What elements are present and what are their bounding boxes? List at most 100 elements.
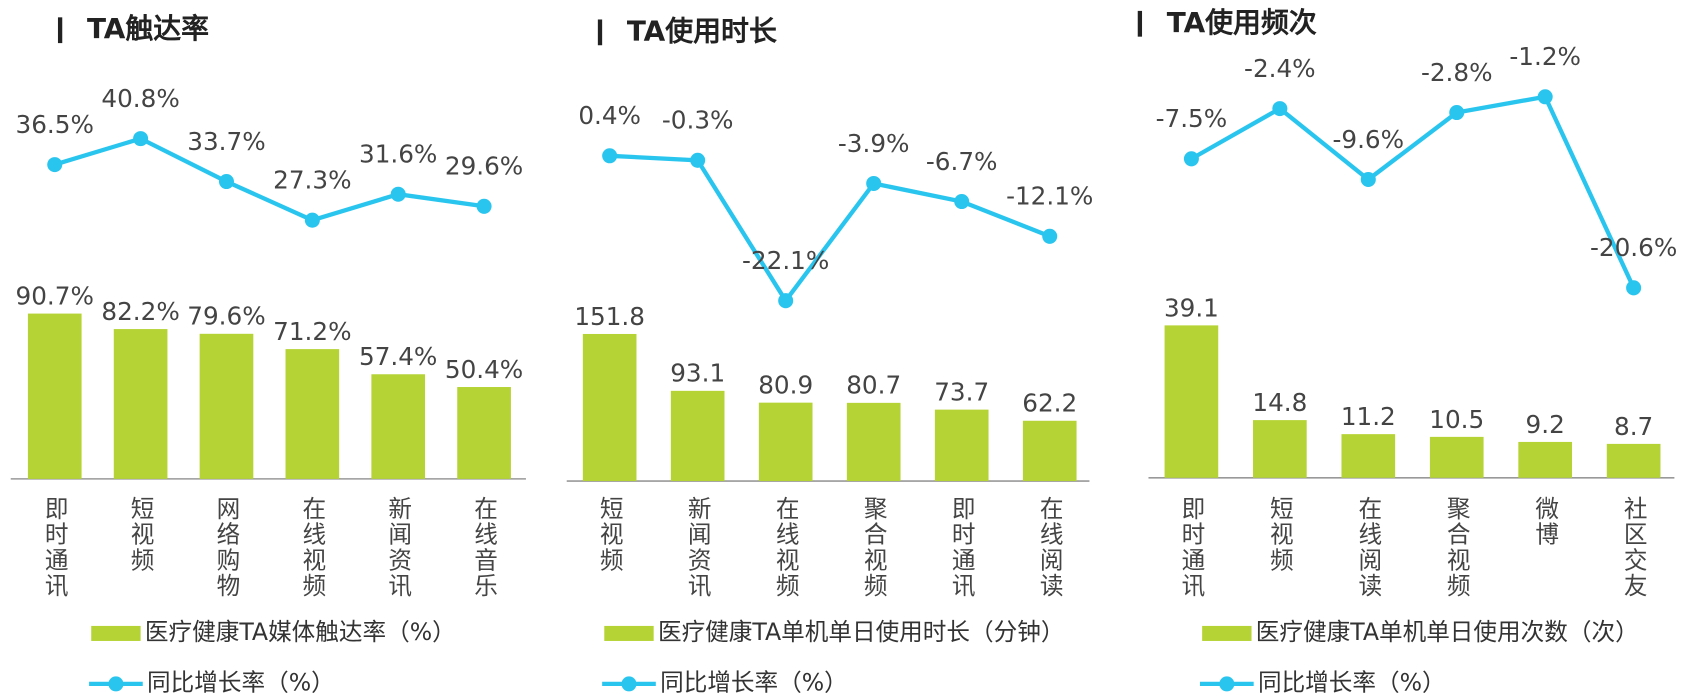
bar-value-label: 71.2% [273,317,351,346]
category-label: 短视频 [127,496,155,574]
legend-label: 医疗健康TA单机单日使用时长（分钟） [658,618,1064,646]
category-label: 聚合视频 [1443,496,1471,599]
line-point [47,157,63,173]
line-value-label: -9.6% [1332,125,1404,154]
bar-value-label: 57.4% [359,342,437,371]
bar [457,387,511,479]
line-value-label: -22.1% [742,246,829,275]
line-point [133,131,149,147]
bar-value-label: 10.5 [1429,405,1484,434]
line-value-label: -20.6% [1590,233,1677,262]
line-value-label: 40.8% [101,84,179,113]
bar-value-label: 62.2 [1022,389,1077,418]
category-label: 新闻资讯 [684,496,712,599]
category-label: 在线阅读 [1036,496,1064,599]
line-point [476,198,492,214]
line-point [1042,228,1058,244]
category-label: 短视频 [1266,496,1294,574]
bar-value-label: 151.8 [574,302,645,331]
chart-title: TA使用时长 [627,14,777,47]
category-label: 在线视频 [772,496,800,599]
title-marker [57,17,63,44]
line-point [602,148,618,164]
bar [582,333,637,482]
bar-value-label: 50.4% [445,355,523,384]
line-point [866,175,882,192]
title-marker [597,19,603,46]
line-value-label: 29.6% [445,152,523,181]
legend-marker [108,676,124,692]
bar [1022,420,1077,482]
category-label: 即时通讯 [41,496,69,599]
bar [670,390,725,482]
legend-marker [1219,676,1235,692]
line-value-label: 36.5% [16,110,94,139]
category-label: 社区交友 [1620,496,1648,599]
bar-value-label: 73.7 [934,378,989,407]
bar-value-label: 39.1 [1164,293,1219,322]
legend-label: 同比增长率（%） [147,668,335,696]
bar [758,402,813,482]
category-label: 短视频 [596,496,624,574]
line-point [1537,89,1553,105]
category-label: 聚合视频 [860,496,888,599]
line-value-label: 27.3% [273,166,351,195]
line-value-label: -3.9% [838,129,910,158]
bar [934,409,989,482]
legend-swatch [604,625,654,641]
category-label: 在线视频 [298,496,326,599]
bar [285,349,340,479]
line [1190,94,1636,289]
legend-marker [621,676,637,692]
category-label: 即时通讯 [948,496,976,599]
category-label: 在线音乐 [470,496,498,599]
line-point [304,212,320,228]
line [609,153,1051,305]
bar-value-label: 14.8 [1252,388,1307,417]
line-point [1183,151,1199,167]
bar [1518,441,1573,478]
line-value-label: 33.7% [187,127,265,156]
line [54,136,485,223]
legend-swatch [91,625,141,641]
line-value-label: -12.1% [1006,182,1093,211]
legend-label: 医疗健康TA媒体触达率（%） [145,618,456,646]
bar-value-label: 8.7 [1614,412,1653,441]
title-marker [1137,10,1143,37]
bar [1606,443,1661,478]
chart-title: TA使用频次 [1167,6,1317,39]
bar [371,374,426,479]
line-point [690,152,706,168]
line-point [1449,105,1465,121]
chart-title: TA触达率 [87,12,209,45]
category-label: 即时通讯 [1177,496,1205,599]
bar-value-label: 11.2 [1341,402,1396,431]
legend-label: 医疗健康TA单机单日使用次数（次） [1256,618,1639,646]
category-label: 新闻资讯 [384,496,412,599]
bar [1253,420,1307,478]
legend-label: 同比增长率（%） [660,668,848,696]
bar-value-label: 93.1 [670,359,725,388]
bar [846,402,901,482]
line-point [1360,171,1376,188]
bar-value-label: 90.7% [16,281,94,310]
line-value-label: -7.5% [1156,104,1228,133]
legend-label: 同比增长率（%） [1258,668,1446,696]
line-point [390,186,406,202]
line-value-label: -6.7% [926,147,998,176]
bar [1429,436,1484,478]
line-value-label: 0.4% [578,101,641,130]
line-point [1626,280,1642,296]
line-value-label: -2.4% [1244,54,1316,83]
category-label: 微博 [1531,496,1559,548]
bar-value-label: 80.7 [846,371,901,400]
line-value-label: -2.8% [1421,58,1493,87]
bar-value-label: 80.9 [758,371,813,400]
bar [1164,325,1219,478]
bar-value-label: 82.2% [101,297,179,326]
line-point [218,174,234,190]
line-point [954,194,970,210]
category-label: 网络购物 [212,496,240,599]
bar-value-label: 9.2 [1526,410,1565,439]
